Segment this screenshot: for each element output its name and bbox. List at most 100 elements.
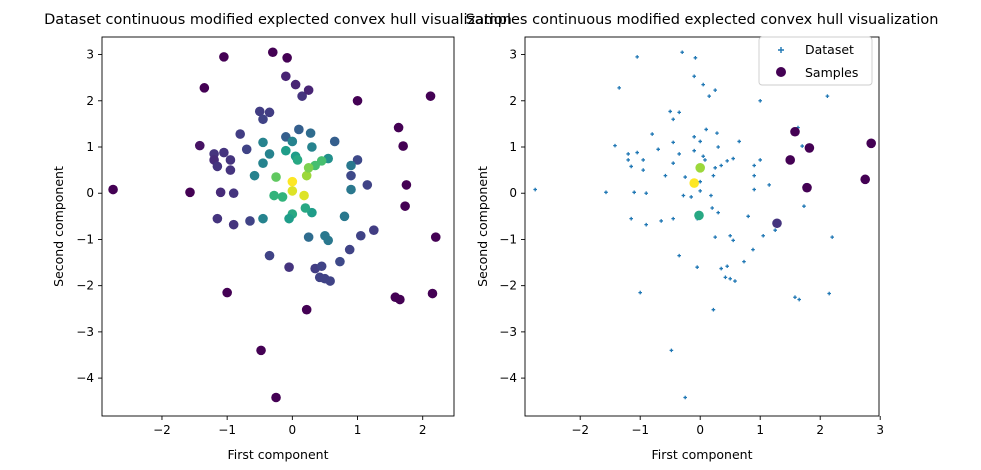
data-point xyxy=(287,176,298,187)
left-plot: −2 −1 0 1 2 −4 −3 −2 −1 0 1 2 3 Dataset continuous … xyxy=(44,12,512,462)
dataset-point xyxy=(663,173,668,178)
dataset-point xyxy=(641,168,645,172)
left-plot-area xyxy=(102,37,454,416)
right-x-axis-label: First component xyxy=(652,447,753,462)
dataset-point xyxy=(693,55,698,60)
data-point xyxy=(362,180,373,190)
data-point xyxy=(301,170,312,181)
dataset-point xyxy=(752,163,756,168)
data-point xyxy=(228,219,239,230)
data-point xyxy=(346,184,356,195)
y-tick-label: −3 xyxy=(499,325,517,339)
dataset-point xyxy=(632,190,636,195)
left-axes-frame xyxy=(101,36,455,417)
data-point xyxy=(287,186,298,196)
right-y-ticks: −4 −3 −2 −1 0 1 2 3 xyxy=(499,48,525,385)
dataset-point xyxy=(728,233,732,238)
dataset-point xyxy=(698,189,702,193)
data-point xyxy=(284,213,294,224)
sample-point xyxy=(772,218,782,229)
data-point xyxy=(316,156,327,166)
data-point xyxy=(245,216,255,226)
dataset-point xyxy=(689,195,693,199)
y-tick-label: 1 xyxy=(509,140,517,154)
data-point xyxy=(398,141,408,151)
dataset-point xyxy=(716,210,720,215)
dataset-point xyxy=(773,228,777,232)
data-point xyxy=(219,52,229,62)
legend-samples-marker xyxy=(776,67,786,77)
data-point xyxy=(430,232,441,242)
data-point xyxy=(307,142,317,152)
data-point xyxy=(339,211,350,222)
data-point xyxy=(228,188,239,199)
dataset-point xyxy=(802,204,806,208)
dataset-point xyxy=(629,216,633,221)
x-tick-label: −1 xyxy=(631,423,649,437)
dataset-point xyxy=(677,152,681,156)
dataset-point xyxy=(719,163,723,168)
left-points xyxy=(108,47,441,403)
x-tick-label: 2 xyxy=(419,423,427,437)
data-point xyxy=(284,262,294,272)
dataset-point xyxy=(830,235,834,239)
right-y-axis-label: Second component xyxy=(475,166,490,287)
dataset-point xyxy=(533,187,537,192)
dataset-point xyxy=(709,193,713,198)
dataset-point xyxy=(733,279,737,283)
dataset-point xyxy=(701,82,705,87)
dataset-point xyxy=(827,291,831,296)
dataset-point xyxy=(711,307,716,312)
dataset-point xyxy=(635,150,639,155)
dataset-point xyxy=(737,139,741,144)
dataset-point xyxy=(716,145,720,149)
data-point xyxy=(215,187,226,198)
data-point xyxy=(335,256,345,267)
dataset-point xyxy=(800,144,804,148)
data-point xyxy=(281,71,291,82)
right-dataset-points xyxy=(533,50,834,400)
dataset-point xyxy=(703,158,707,162)
data-point xyxy=(225,165,236,175)
x-tick-label: 1 xyxy=(354,423,362,437)
data-point xyxy=(281,145,291,156)
dataset-point xyxy=(695,265,699,269)
dataset-point xyxy=(825,94,830,98)
y-tick-label: −3 xyxy=(76,325,94,339)
data-point xyxy=(352,95,363,106)
left-x-axis-label: First component xyxy=(228,447,329,462)
right-plot-title: Samples continuous modified explected co… xyxy=(466,12,939,28)
data-point xyxy=(316,261,327,272)
y-tick-label: 0 xyxy=(509,186,517,200)
dataset-point xyxy=(713,166,717,170)
dataset-point xyxy=(626,158,630,162)
data-point xyxy=(290,79,301,90)
data-point xyxy=(271,392,281,403)
dataset-point xyxy=(758,158,762,162)
data-point xyxy=(258,158,268,168)
data-point xyxy=(294,124,304,135)
dataset-point xyxy=(797,297,801,302)
dataset-point xyxy=(681,193,686,198)
y-tick-label: 2 xyxy=(86,94,94,108)
data-point xyxy=(300,203,311,213)
sample-point xyxy=(689,178,699,188)
dataset-point xyxy=(692,74,696,79)
y-tick-label: −1 xyxy=(76,232,94,246)
sample-point xyxy=(802,182,812,193)
data-point xyxy=(282,52,292,63)
data-point xyxy=(303,163,314,173)
x-tick-label: 2 xyxy=(816,423,824,437)
dataset-point xyxy=(668,109,672,114)
data-point xyxy=(258,137,268,148)
dataset-point xyxy=(644,222,648,227)
right-axes-frame xyxy=(524,36,880,417)
dataset-point xyxy=(731,156,735,161)
data-point xyxy=(292,155,303,165)
data-point xyxy=(355,230,366,241)
data-point xyxy=(427,288,438,299)
data-point xyxy=(264,149,275,159)
data-point xyxy=(329,136,340,147)
legend-dataset-label: Dataset xyxy=(805,42,854,57)
